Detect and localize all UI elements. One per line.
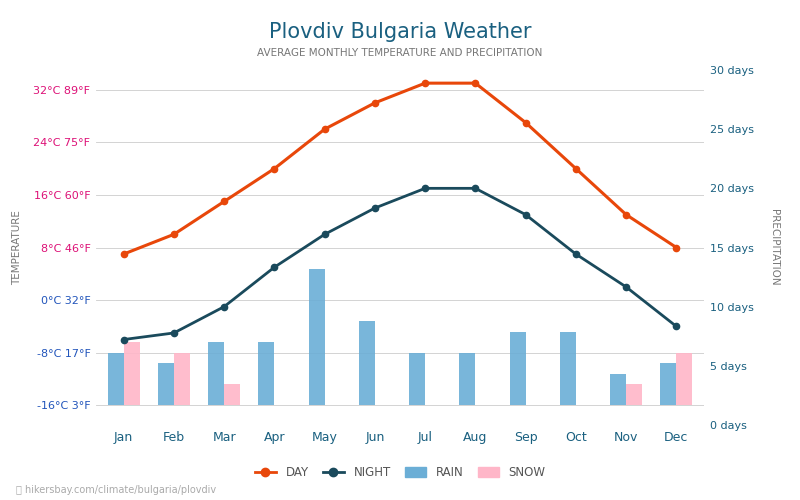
- Text: AVERAGE MONTHLY TEMPERATURE AND PRECIPITATION: AVERAGE MONTHLY TEMPERATURE AND PRECIPIT…: [258, 48, 542, 58]
- Text: 🌍 hikersbay.com/climate/bulgaria/plovdiv: 🌍 hikersbay.com/climate/bulgaria/plovdiv: [16, 485, 216, 495]
- Y-axis label: PRECIPITATION: PRECIPITATION: [769, 209, 778, 286]
- Bar: [258, 342, 274, 406]
- Bar: [309, 268, 325, 406]
- Bar: [107, 352, 124, 406]
- Bar: [158, 363, 174, 406]
- Bar: [459, 352, 475, 406]
- Bar: [358, 321, 375, 406]
- Bar: [676, 352, 693, 406]
- Bar: [560, 332, 576, 406]
- Bar: [610, 374, 626, 406]
- Bar: [208, 342, 224, 406]
- Bar: [660, 363, 676, 406]
- Legend: DAY, NIGHT, RAIN, SNOW: DAY, NIGHT, RAIN, SNOW: [250, 462, 550, 484]
- Y-axis label: TEMPERATURE: TEMPERATURE: [12, 210, 22, 285]
- Bar: [124, 342, 140, 406]
- Text: Plovdiv Bulgaria Weather: Plovdiv Bulgaria Weather: [269, 22, 531, 42]
- Bar: [510, 332, 526, 406]
- Bar: [409, 352, 425, 406]
- Bar: [174, 352, 190, 406]
- Bar: [626, 384, 642, 406]
- Bar: [224, 384, 240, 406]
